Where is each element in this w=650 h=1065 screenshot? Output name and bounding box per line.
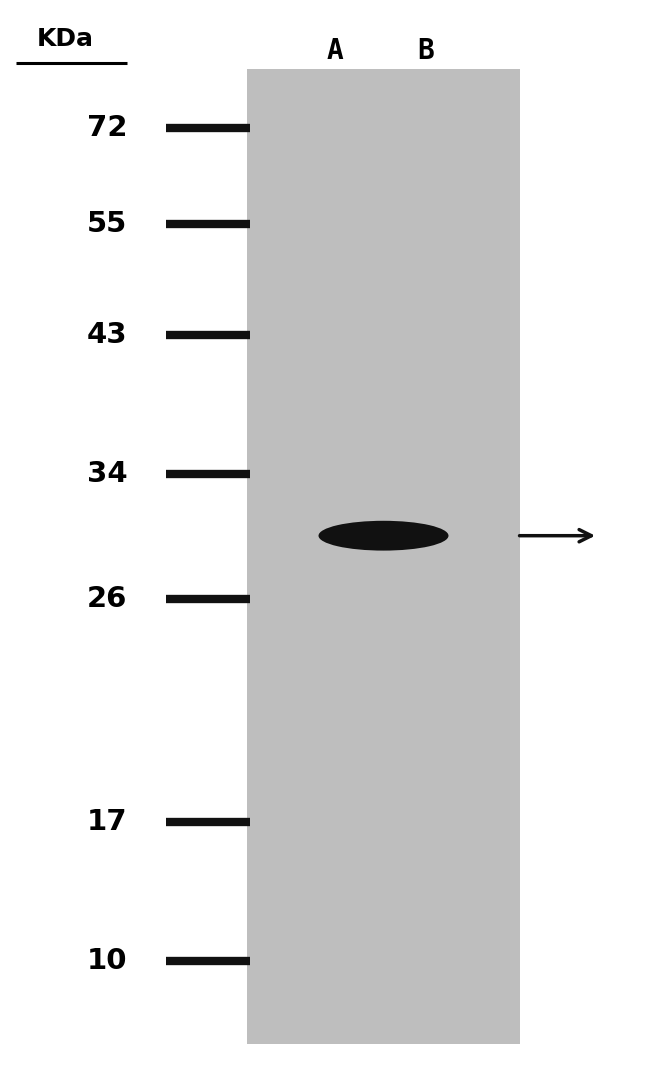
Text: KDa: KDa — [36, 27, 94, 51]
Text: 26: 26 — [87, 585, 127, 612]
Ellipse shape — [318, 521, 448, 551]
Text: 72: 72 — [87, 114, 127, 142]
Text: B: B — [417, 37, 434, 65]
Text: 34: 34 — [87, 460, 127, 488]
Text: 43: 43 — [87, 322, 127, 349]
Text: A: A — [326, 37, 343, 65]
Text: 17: 17 — [87, 808, 127, 836]
Text: 10: 10 — [87, 947, 127, 974]
Bar — [247, 69, 520, 1044]
Text: 55: 55 — [87, 210, 127, 237]
